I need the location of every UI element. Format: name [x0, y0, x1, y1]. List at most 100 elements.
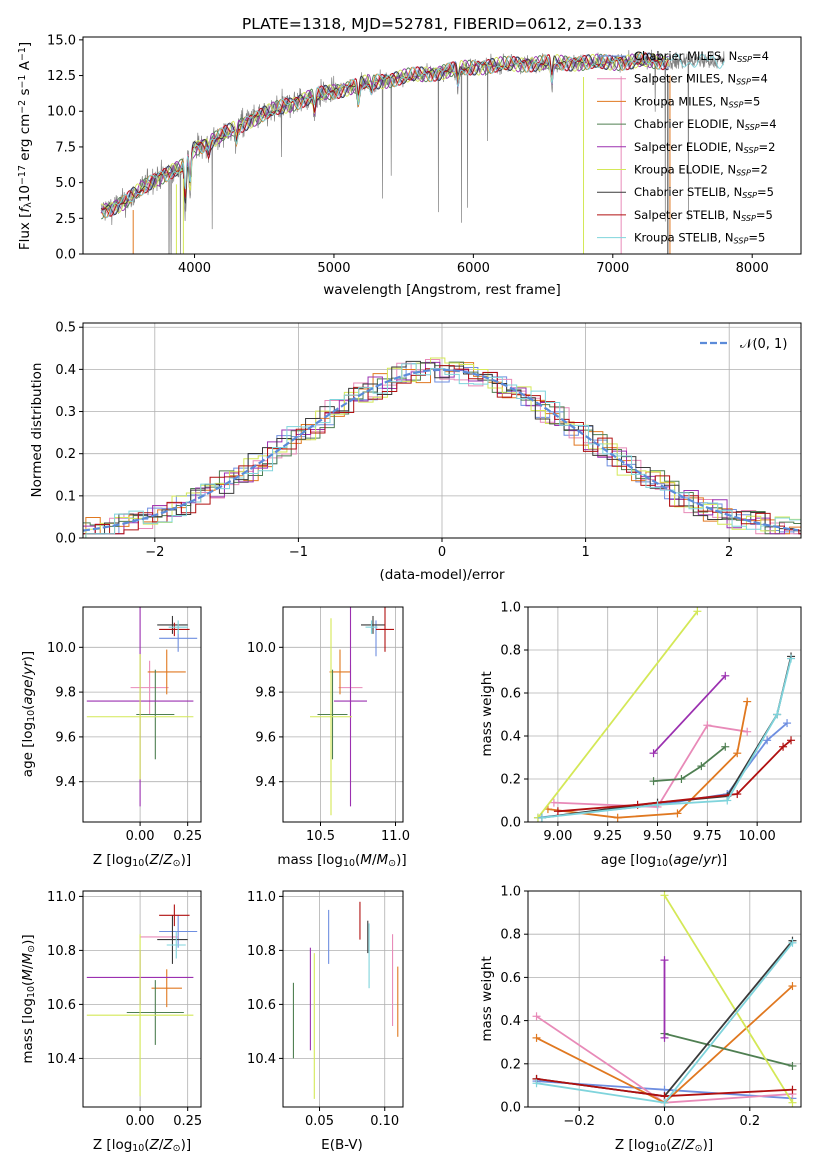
plot-area [533, 607, 796, 822]
marker-salpeter_miles [743, 727, 752, 736]
grid [283, 891, 403, 1107]
grid [528, 606, 801, 823]
y-tick-label: 10.6 [247, 998, 276, 1013]
x-axis-label: (data-model)/error [379, 567, 505, 583]
x-axis-label: mass [log10(M/M⊙)] [277, 852, 406, 869]
errorbar-chabrier_stelib [157, 615, 188, 634]
histogram-salpeter_elodie [83, 361, 801, 535]
legend-label-salpeter_elodie: Salpeter ELODIE, NSSP=2 [634, 140, 775, 155]
y-tick-label: 15.0 [47, 33, 76, 48]
x-tick-label: −0.2 [563, 1114, 595, 1129]
x-tick-label: 7000 [596, 261, 629, 276]
errorbar-salpeter_stelib [159, 622, 190, 637]
spectrum-panel: 4000 5000 6000 7000 8000 0.0 2.5 5.0 7.5 10.0 12.5… [17, 15, 802, 298]
errorbar-chabrier_elodie [136, 669, 175, 760]
x-axis-label: Z [log10(Z/Z⊙)] [93, 1137, 191, 1154]
y-tick-label: 10.8 [47, 944, 76, 959]
marker-kroupa_miles [613, 813, 622, 822]
marker-salpeter_elodie [660, 956, 669, 965]
axes-frame [282, 890, 404, 1108]
y-tick-label: 10.0 [247, 641, 276, 656]
errorbar-chabrier_stelib [157, 915, 188, 964]
marker-chabrier_elodie [697, 762, 706, 771]
series-line-salpeter_elodie [652, 675, 726, 754]
y-tick-label: 10.0 [47, 641, 76, 656]
x-tick-label: 0 [438, 545, 446, 560]
x-tick-label: 9.50 [643, 829, 672, 844]
y-tick-label: 0.4 [500, 730, 521, 745]
model-spectrum-kroupa_stelib [100, 52, 725, 218]
model-spectrum-salpeter_elodie [100, 53, 669, 214]
x-tick-label: 8000 [736, 261, 769, 276]
x-tick-label: 0.05 [305, 1114, 334, 1129]
errorbar-kroupa_elodie [86, 654, 194, 780]
y-tick-label: 0.8 [500, 644, 521, 659]
y-tick-label: 0.2 [500, 773, 521, 788]
y-tick-label: 10.6 [47, 998, 76, 1013]
y-axis-label: Normed distribution [29, 363, 45, 498]
marker-chabrier_elodie [649, 777, 658, 786]
errorbar-chabrier_elodie [126, 980, 184, 1045]
marker-salpeter_elodie [660, 1033, 669, 1042]
y-tick-label: 10.4 [47, 1052, 76, 1067]
x-tick-label: 5000 [317, 261, 350, 276]
x-tick-label: 11.0 [381, 829, 410, 844]
x-tick-label: 9.00 [543, 829, 572, 844]
marker-kroupa_stelib [532, 1079, 541, 1088]
y-tick-label: 2.5 [55, 212, 76, 227]
marker-kroupa_stelib [723, 796, 732, 805]
plot-area [83, 357, 801, 538]
legend-label-salpeter_stelib: Salpeter STELIB, NSSP=5 [634, 208, 773, 223]
marker-kroupa_miles [788, 982, 797, 991]
series-line-kroupa_elodie [537, 610, 699, 819]
model-spectrum-salpeter_stelib [100, 52, 669, 217]
series-line-chabrier_elodie [653, 746, 726, 782]
errorbar-salpeter_miles [130, 660, 169, 715]
marker-salpeter_elodie [649, 749, 658, 758]
marker-salpeter_stelib [787, 736, 796, 745]
z-mass-panel: 0.00 0.25 10.4 10.6 10.8 11.0 Z [log10(Z/Z⊙)] m… [20, 890, 202, 1154]
x-tick-label: 0.10 [370, 1114, 399, 1129]
x-tick-label: 10.00 [739, 829, 776, 844]
legend-label-normal: 𝒩(0, 1) [740, 337, 787, 352]
x-tick-label: 0.2 [739, 1114, 760, 1129]
y-tick-label: 9.8 [255, 686, 276, 701]
x-tick-label: 1 [581, 545, 589, 560]
marker-kroupa_miles [743, 697, 752, 706]
legend-label-chabrier_stelib: Chabrier STELIB, NSSP=5 [634, 185, 774, 200]
legend: Chabrier MILES, NSSP=4 Salpeter MILES, NS… [597, 49, 777, 246]
x-axis-label: E(B-V) [321, 1137, 363, 1153]
marker-kroupa_miles [532, 1033, 541, 1042]
y-tick-label: 1.0 [500, 601, 521, 616]
y-axis-label: mass weight [479, 671, 495, 756]
y-tick-label: 0.1 [55, 489, 76, 504]
legend-label-salpeter_miles: Salpeter MILES, NSSP=4 [634, 72, 768, 87]
axes-frame [82, 890, 202, 1108]
y-tick-label: 0.2 [500, 1057, 521, 1072]
errorbar-kroupa_stelib [166, 931, 186, 959]
y-tick-label: 9.4 [255, 775, 276, 790]
y-tick-label: 9.6 [255, 730, 276, 745]
x-tick-label: 0.25 [173, 829, 202, 844]
plot-area [310, 607, 394, 816]
series-line-salpeter_miles [553, 724, 748, 808]
x-tick-label: 0.0 [654, 1114, 675, 1129]
marker-kroupa_stelib [653, 800, 662, 809]
marker-salpeter_stelib [788, 1085, 797, 1094]
marker-kroupa_stelib [787, 654, 796, 663]
marker-salpeter_miles [549, 798, 558, 807]
histogram-panel: −2 −1 0 1 2 0.0 0.1 0.2 0.3 0.4 0.5 (data-model)/er… [29, 321, 802, 583]
errorbar-chabrier_miles [159, 915, 198, 948]
y-tick-label: 0.8 [500, 928, 521, 943]
histogram-kroupa_stelib [85, 363, 801, 538]
x-axis-label: Z [log10(Z/Z⊙)] [93, 852, 191, 869]
y-tick-label: 0.0 [500, 1101, 521, 1116]
plot-area [532, 891, 797, 1107]
plot-area [86, 607, 198, 807]
y-tick-label: 5.0 [55, 176, 76, 191]
y-axis-label: mass [log10(M/M⊙)] [20, 934, 37, 1063]
x-tick-label: 6000 [457, 261, 490, 276]
y-tick-label: 9.6 [55, 730, 76, 745]
marker-kroupa_elodie [693, 607, 702, 616]
